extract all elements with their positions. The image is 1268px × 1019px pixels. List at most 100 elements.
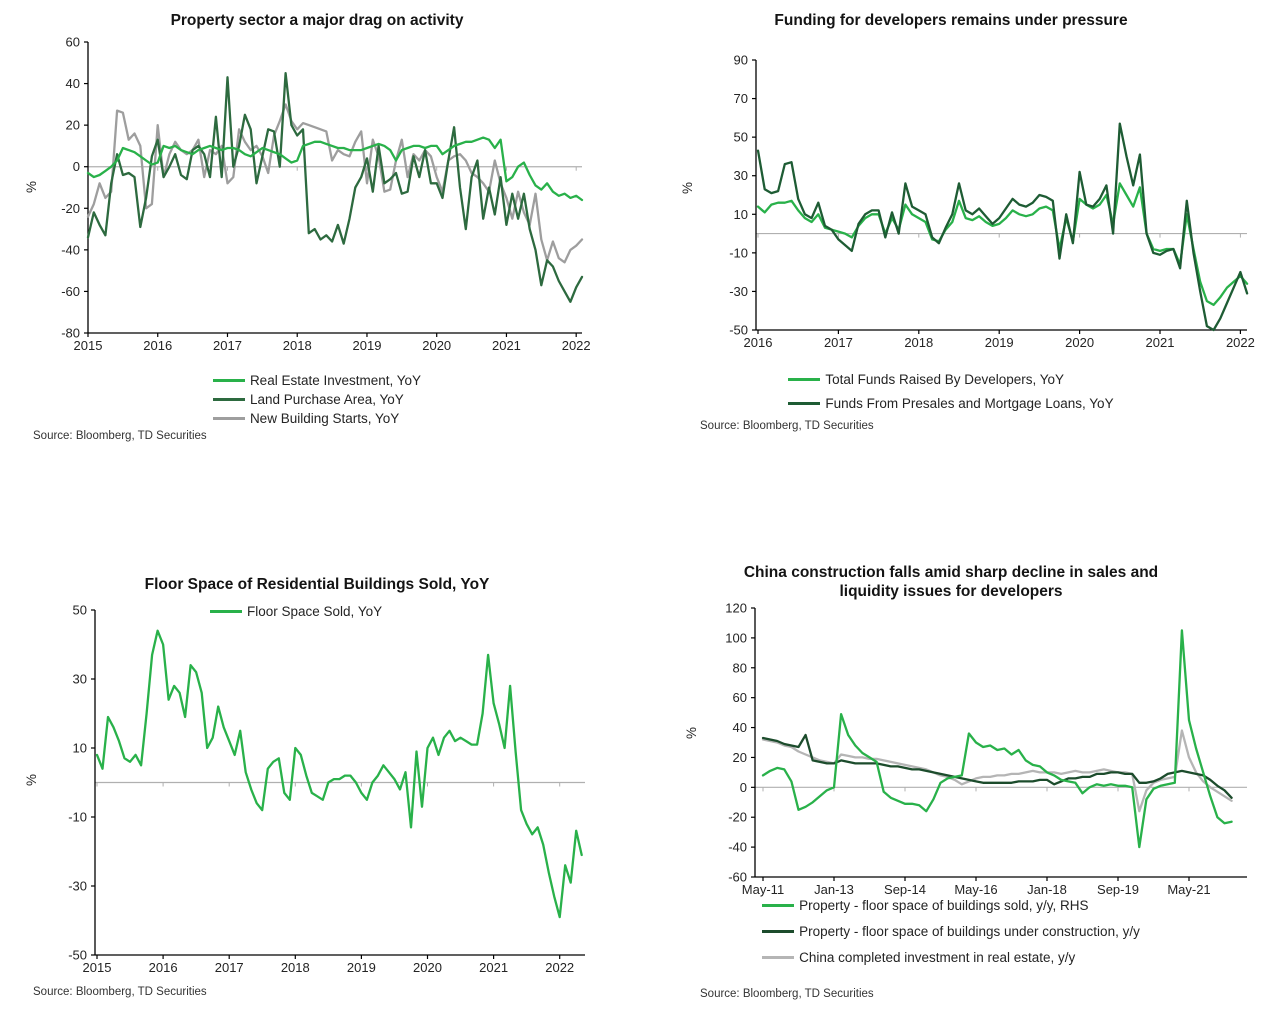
source-note: Source: Bloomberg, TD Securities <box>700 988 874 1000</box>
legend-swatch-icon <box>762 929 795 934</box>
x-tick-label: Sep-14 <box>884 882 926 897</box>
x-tick-label: 2017 <box>213 338 242 353</box>
chart-legend: Floor Space Sold, YoY <box>210 604 382 619</box>
y-tick-label: -30 <box>729 284 748 299</box>
y-tick-label: 50 <box>734 130 748 145</box>
x-tick-label: 2022 <box>545 960 574 975</box>
x-tick-label: 2021 <box>1146 335 1175 350</box>
legend-item: Total Funds Raised By Developers, YoY <box>788 372 1064 387</box>
legend-label: New Building Starts, YoY <box>249 411 400 426</box>
series-line-property-floor-space-of-buildings-under-construction-y-y <box>761 733 1233 799</box>
chart-title: China construction falls amid sharp decl… <box>743 564 1159 600</box>
legend-label: Funds From Presales and Mortgage Loans, … <box>825 396 1114 411</box>
y-tick-label: -20 <box>61 201 80 216</box>
legend-label: Property - floor space of buildings sold… <box>799 898 1089 913</box>
legend-item: New Building Starts, YoY <box>212 411 400 426</box>
source-note: Source: Bloomberg, TD Securities <box>33 430 207 442</box>
x-tick-label: May-11 <box>742 882 784 897</box>
x-tick-label: 2017 <box>824 335 853 350</box>
legend-item: Real Estate Investment, YoY <box>212 373 421 388</box>
legend-swatch-icon <box>212 397 245 402</box>
chart-legend: Property - floor space of buildings sold… <box>634 898 1268 965</box>
chart-title: Funding for developers remains under pre… <box>774 12 1128 29</box>
y-tick-label: 30 <box>73 672 87 687</box>
series-line-land-purchase-area-yoy <box>86 72 584 303</box>
x-tick-label: 2015 <box>74 338 103 353</box>
x-tick-label: 2019 <box>347 960 376 975</box>
x-tick-label: 2021 <box>479 960 508 975</box>
x-tick-label: May-16 <box>954 882 997 897</box>
series-line-china-completed-investment-in-real-estate-y-y <box>761 729 1233 813</box>
x-tick-label: 2018 <box>281 960 310 975</box>
y-tick-label: -50 <box>729 323 748 338</box>
y-tick-label: 30 <box>734 168 748 183</box>
x-tick-label: Sep-19 <box>1097 882 1139 897</box>
series-line-funds-from-presales-and-mortgage-loans-yoy <box>756 122 1249 332</box>
chart-title: Property sector a major drag on activity <box>170 12 464 29</box>
chart-legend: Real Estate Investment, YoY Land Purchase… <box>0 373 634 426</box>
x-tick-label: 2018 <box>283 338 312 353</box>
legend-swatch-icon <box>788 401 821 406</box>
y-tick-label: 10 <box>73 741 87 756</box>
y-tick-label: 40 <box>66 76 80 91</box>
legend-box: Real Estate Investment, YoY Land Purchase… <box>212 373 421 426</box>
y-tick-label: -50 <box>68 948 87 963</box>
legend-label: Property - floor space of buildings unde… <box>799 924 1140 939</box>
x-tick-label: 2016 <box>149 960 178 975</box>
x-tick-label: May-21 <box>1167 882 1210 897</box>
x-tick-label: 2016 <box>143 338 172 353</box>
series-line-real-estate-investment-yoy <box>86 136 584 202</box>
legend-swatch-icon <box>210 609 242 614</box>
legend-label: Total Funds Raised By Developers, YoY <box>825 372 1065 387</box>
y-tick-label: 10 <box>734 207 748 222</box>
y-tick-label: -60 <box>61 284 80 299</box>
y-tick-label: 0 <box>73 159 80 174</box>
y-tick-label: -10 <box>68 810 87 825</box>
x-tick-label: 2017 <box>215 960 244 975</box>
chart-title: Floor Space of Residential Buildings Sol… <box>144 576 490 593</box>
legend-swatch-icon <box>212 416 245 421</box>
legend-swatch-icon <box>762 955 795 960</box>
x-tick-label: 2015 <box>83 960 112 975</box>
y-axis-label: % <box>684 727 699 739</box>
y-tick-label: -20 <box>728 810 747 825</box>
y-tick-label: 40 <box>733 720 747 735</box>
y-tick-label: 20 <box>66 118 80 133</box>
y-tick-label: -10 <box>729 245 748 260</box>
legend-item: China completed investment in real estat… <box>762 950 1075 965</box>
legend-box: Property - floor space of buildings sold… <box>762 898 1140 965</box>
x-tick-label: 2022 <box>562 338 591 353</box>
series-line-total-funds-raised-by-developers-yoy <box>756 182 1249 307</box>
legend-item: Property - floor space of buildings sold… <box>762 898 1089 913</box>
chart-legend: Total Funds Raised By Developers, YoY Fun… <box>634 372 1268 411</box>
legend-item: Floor Space Sold, YoY <box>210 604 382 619</box>
x-tick-label: Jan-13 <box>814 882 854 897</box>
legend-label: Floor Space Sold, YoY <box>247 604 383 619</box>
x-tick-label: 2020 <box>413 960 442 975</box>
legend-item: Property - floor space of buildings unde… <box>762 924 1140 939</box>
legend-swatch-icon <box>788 377 821 382</box>
y-tick-label: -40 <box>728 840 747 855</box>
y-tick-label: -40 <box>61 242 80 257</box>
y-tick-label: 50 <box>73 603 87 618</box>
y-tick-label: 100 <box>725 630 747 645</box>
legend-label: Land Purchase Area, YoY <box>249 392 404 407</box>
series-line-floor-space-sold-yoy <box>95 629 583 919</box>
y-tick-label: 80 <box>733 660 747 675</box>
y-tick-label: 90 <box>734 53 748 68</box>
y-axis-label: % <box>24 774 39 786</box>
x-tick-label: 2019 <box>353 338 382 353</box>
legend-item: Funds From Presales and Mortgage Loans, … <box>788 396 1114 411</box>
legend-box: Total Funds Raised By Developers, YoY Fun… <box>788 372 1114 411</box>
y-tick-label: 70 <box>734 91 748 106</box>
y-tick-label: -60 <box>728 870 747 885</box>
x-tick-label: 2021 <box>492 338 521 353</box>
x-tick-label: 2019 <box>985 335 1014 350</box>
legend-item: Land Purchase Area, YoY <box>212 392 404 407</box>
x-tick-label: 2016 <box>744 335 773 350</box>
x-tick-label: 2022 <box>1226 335 1255 350</box>
